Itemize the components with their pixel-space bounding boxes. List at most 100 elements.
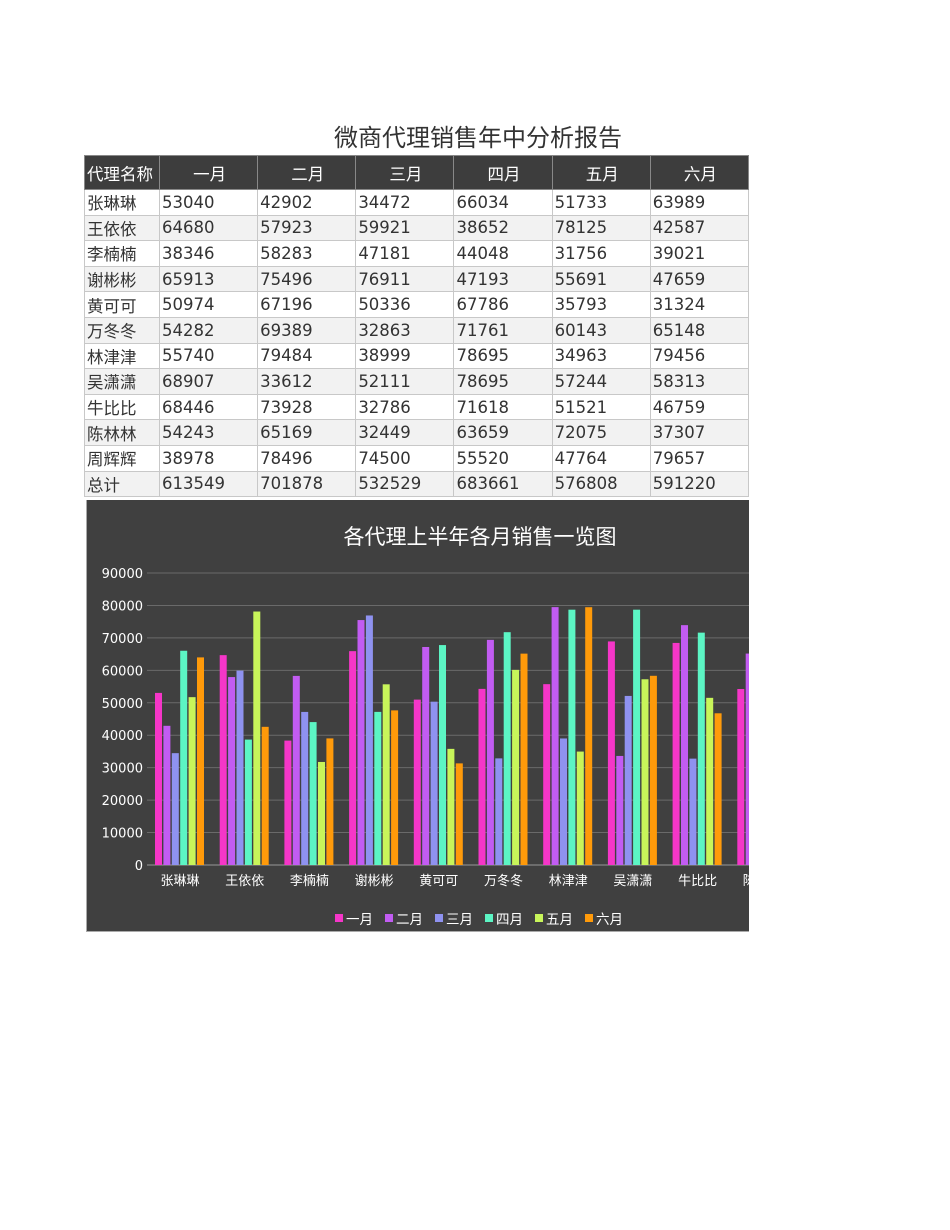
bar-一月 bbox=[543, 684, 551, 865]
sales-cell: 58313 bbox=[649, 368, 750, 395]
y-tick-label: 10000 bbox=[102, 827, 143, 842]
agent-name-cell: 王依依 bbox=[84, 214, 160, 242]
sales-cell: 683661 bbox=[453, 470, 553, 498]
legend-label: 四月 bbox=[496, 912, 523, 928]
bar-三月 bbox=[301, 711, 309, 865]
bar-六月 bbox=[326, 738, 334, 865]
sales-cell: 33612 bbox=[257, 368, 357, 395]
sales-cell: 51521 bbox=[551, 393, 651, 421]
legend-label: 二月 bbox=[396, 912, 423, 928]
bar-五月 bbox=[188, 697, 196, 865]
table-row: 林津津 55740 79484 38999 78695 34963 79456 bbox=[84, 342, 750, 370]
sales-cell: 72075 bbox=[551, 419, 651, 446]
bar-三月 bbox=[495, 758, 503, 865]
column-header: 五月 bbox=[551, 155, 651, 190]
sales-cell: 31324 bbox=[649, 291, 750, 318]
agent-name-cell: 林津津 bbox=[84, 342, 160, 370]
agent-name-cell: 牛比比 bbox=[84, 393, 160, 421]
agent-name-cell: 周辉辉 bbox=[84, 444, 160, 472]
bar-一月 bbox=[478, 688, 486, 865]
sales-cell: 50336 bbox=[355, 291, 455, 318]
y-tick-label: 20000 bbox=[102, 794, 143, 809]
x-tick-label: 吴潇潇 bbox=[613, 874, 652, 889]
sales-cell: 79657 bbox=[649, 444, 750, 472]
sales-cell: 78695 bbox=[453, 342, 553, 370]
sales-cell: 38346 bbox=[158, 240, 259, 267]
sales-cell: 50974 bbox=[158, 291, 259, 318]
bar-四月 bbox=[633, 609, 641, 865]
sales-cell: 60143 bbox=[551, 316, 651, 344]
agent-name-cell: 陈林林 bbox=[84, 419, 160, 446]
table-row: 张琳琳 53040 42902 34472 66034 51733 63989 bbox=[84, 189, 750, 216]
sales-cell: 38652 bbox=[453, 214, 553, 242]
y-tick-label: 90000 bbox=[102, 567, 143, 582]
bar-一月 bbox=[737, 689, 745, 865]
x-tick-label: 林津津 bbox=[549, 874, 588, 889]
sales-cell: 57244 bbox=[551, 368, 651, 395]
bar-六月 bbox=[520, 653, 528, 865]
agent-name-cell: 李楠楠 bbox=[84, 240, 160, 267]
legend-label: 三月 bbox=[446, 912, 473, 928]
sales-cell: 65169 bbox=[257, 419, 357, 446]
bar-三月 bbox=[624, 695, 632, 865]
bar-二月 bbox=[486, 639, 494, 865]
legend-label: 六月 bbox=[596, 912, 623, 928]
table-row: 王依依 64680 57923 59921 38652 78125 42587 bbox=[84, 214, 750, 242]
bar-六月 bbox=[261, 726, 269, 865]
column-header: 二月 bbox=[257, 155, 357, 190]
bar-四月 bbox=[503, 632, 511, 865]
sales-cell: 47659 bbox=[649, 265, 750, 293]
sales-cell: 54243 bbox=[158, 419, 259, 446]
sales-cell: 39021 bbox=[649, 240, 750, 267]
y-tick-label: 30000 bbox=[102, 762, 143, 777]
legend-label: 一月 bbox=[346, 912, 373, 928]
legend-swatch bbox=[435, 914, 443, 922]
bar-三月 bbox=[430, 701, 438, 865]
x-tick-label: 黄可可 bbox=[419, 874, 458, 889]
sales-cell: 37307 bbox=[649, 419, 750, 446]
y-tick-label: 40000 bbox=[102, 729, 143, 744]
bar-二月 bbox=[551, 607, 559, 865]
bar-二月 bbox=[681, 625, 688, 865]
sales-cell: 66034 bbox=[453, 189, 553, 216]
sales-cell: 32786 bbox=[355, 393, 455, 421]
column-header: 四月 bbox=[453, 155, 553, 190]
sales-cell: 78496 bbox=[257, 444, 357, 472]
legend-label: 五月 bbox=[546, 912, 573, 928]
sales-cell: 75496 bbox=[257, 265, 357, 293]
sales-cell: 576808 bbox=[551, 470, 651, 498]
bar-一月 bbox=[155, 692, 162, 865]
bar-二月 bbox=[292, 675, 300, 865]
bar-一月 bbox=[284, 740, 292, 865]
table-row: 谢彬彬 65913 75496 76911 47193 55691 47659 bbox=[84, 265, 750, 293]
sales-cell: 47764 bbox=[551, 444, 651, 472]
sales-cell: 701878 bbox=[257, 470, 357, 498]
sales-cell: 44048 bbox=[453, 240, 553, 267]
bar-二月 bbox=[745, 653, 749, 865]
sales-cell: 51733 bbox=[551, 189, 651, 216]
table-row: 周辉辉 38978 78496 74500 55520 47764 79657 bbox=[84, 444, 750, 472]
bar-六月 bbox=[455, 763, 463, 865]
x-tick-label: 万冬冬 bbox=[484, 873, 523, 889]
column-header: 代理名称 bbox=[84, 155, 160, 190]
sales-cell: 55740 bbox=[158, 342, 259, 370]
sales-cell: 31756 bbox=[551, 240, 651, 267]
bar-四月 bbox=[374, 711, 382, 865]
legend-swatch bbox=[485, 914, 493, 922]
sales-cell: 64680 bbox=[158, 214, 259, 242]
legend-swatch bbox=[385, 914, 393, 922]
column-header: 六月 bbox=[649, 155, 750, 190]
sales-cell: 46759 bbox=[649, 393, 750, 421]
bar-六月 bbox=[585, 607, 593, 865]
sales-cell: 55520 bbox=[453, 444, 553, 472]
sales-cell: 68907 bbox=[158, 368, 259, 395]
bar-五月 bbox=[318, 761, 325, 865]
column-header: 三月 bbox=[355, 155, 455, 190]
sales-cell: 63989 bbox=[649, 189, 750, 216]
sales-cell: 35793 bbox=[551, 291, 651, 318]
sales-cell: 74500 bbox=[355, 444, 455, 472]
bar-五月 bbox=[706, 697, 714, 865]
sales-cell: 69389 bbox=[257, 316, 357, 344]
sales-cell: 42587 bbox=[649, 214, 750, 242]
sales-cell: 78125 bbox=[551, 214, 651, 242]
